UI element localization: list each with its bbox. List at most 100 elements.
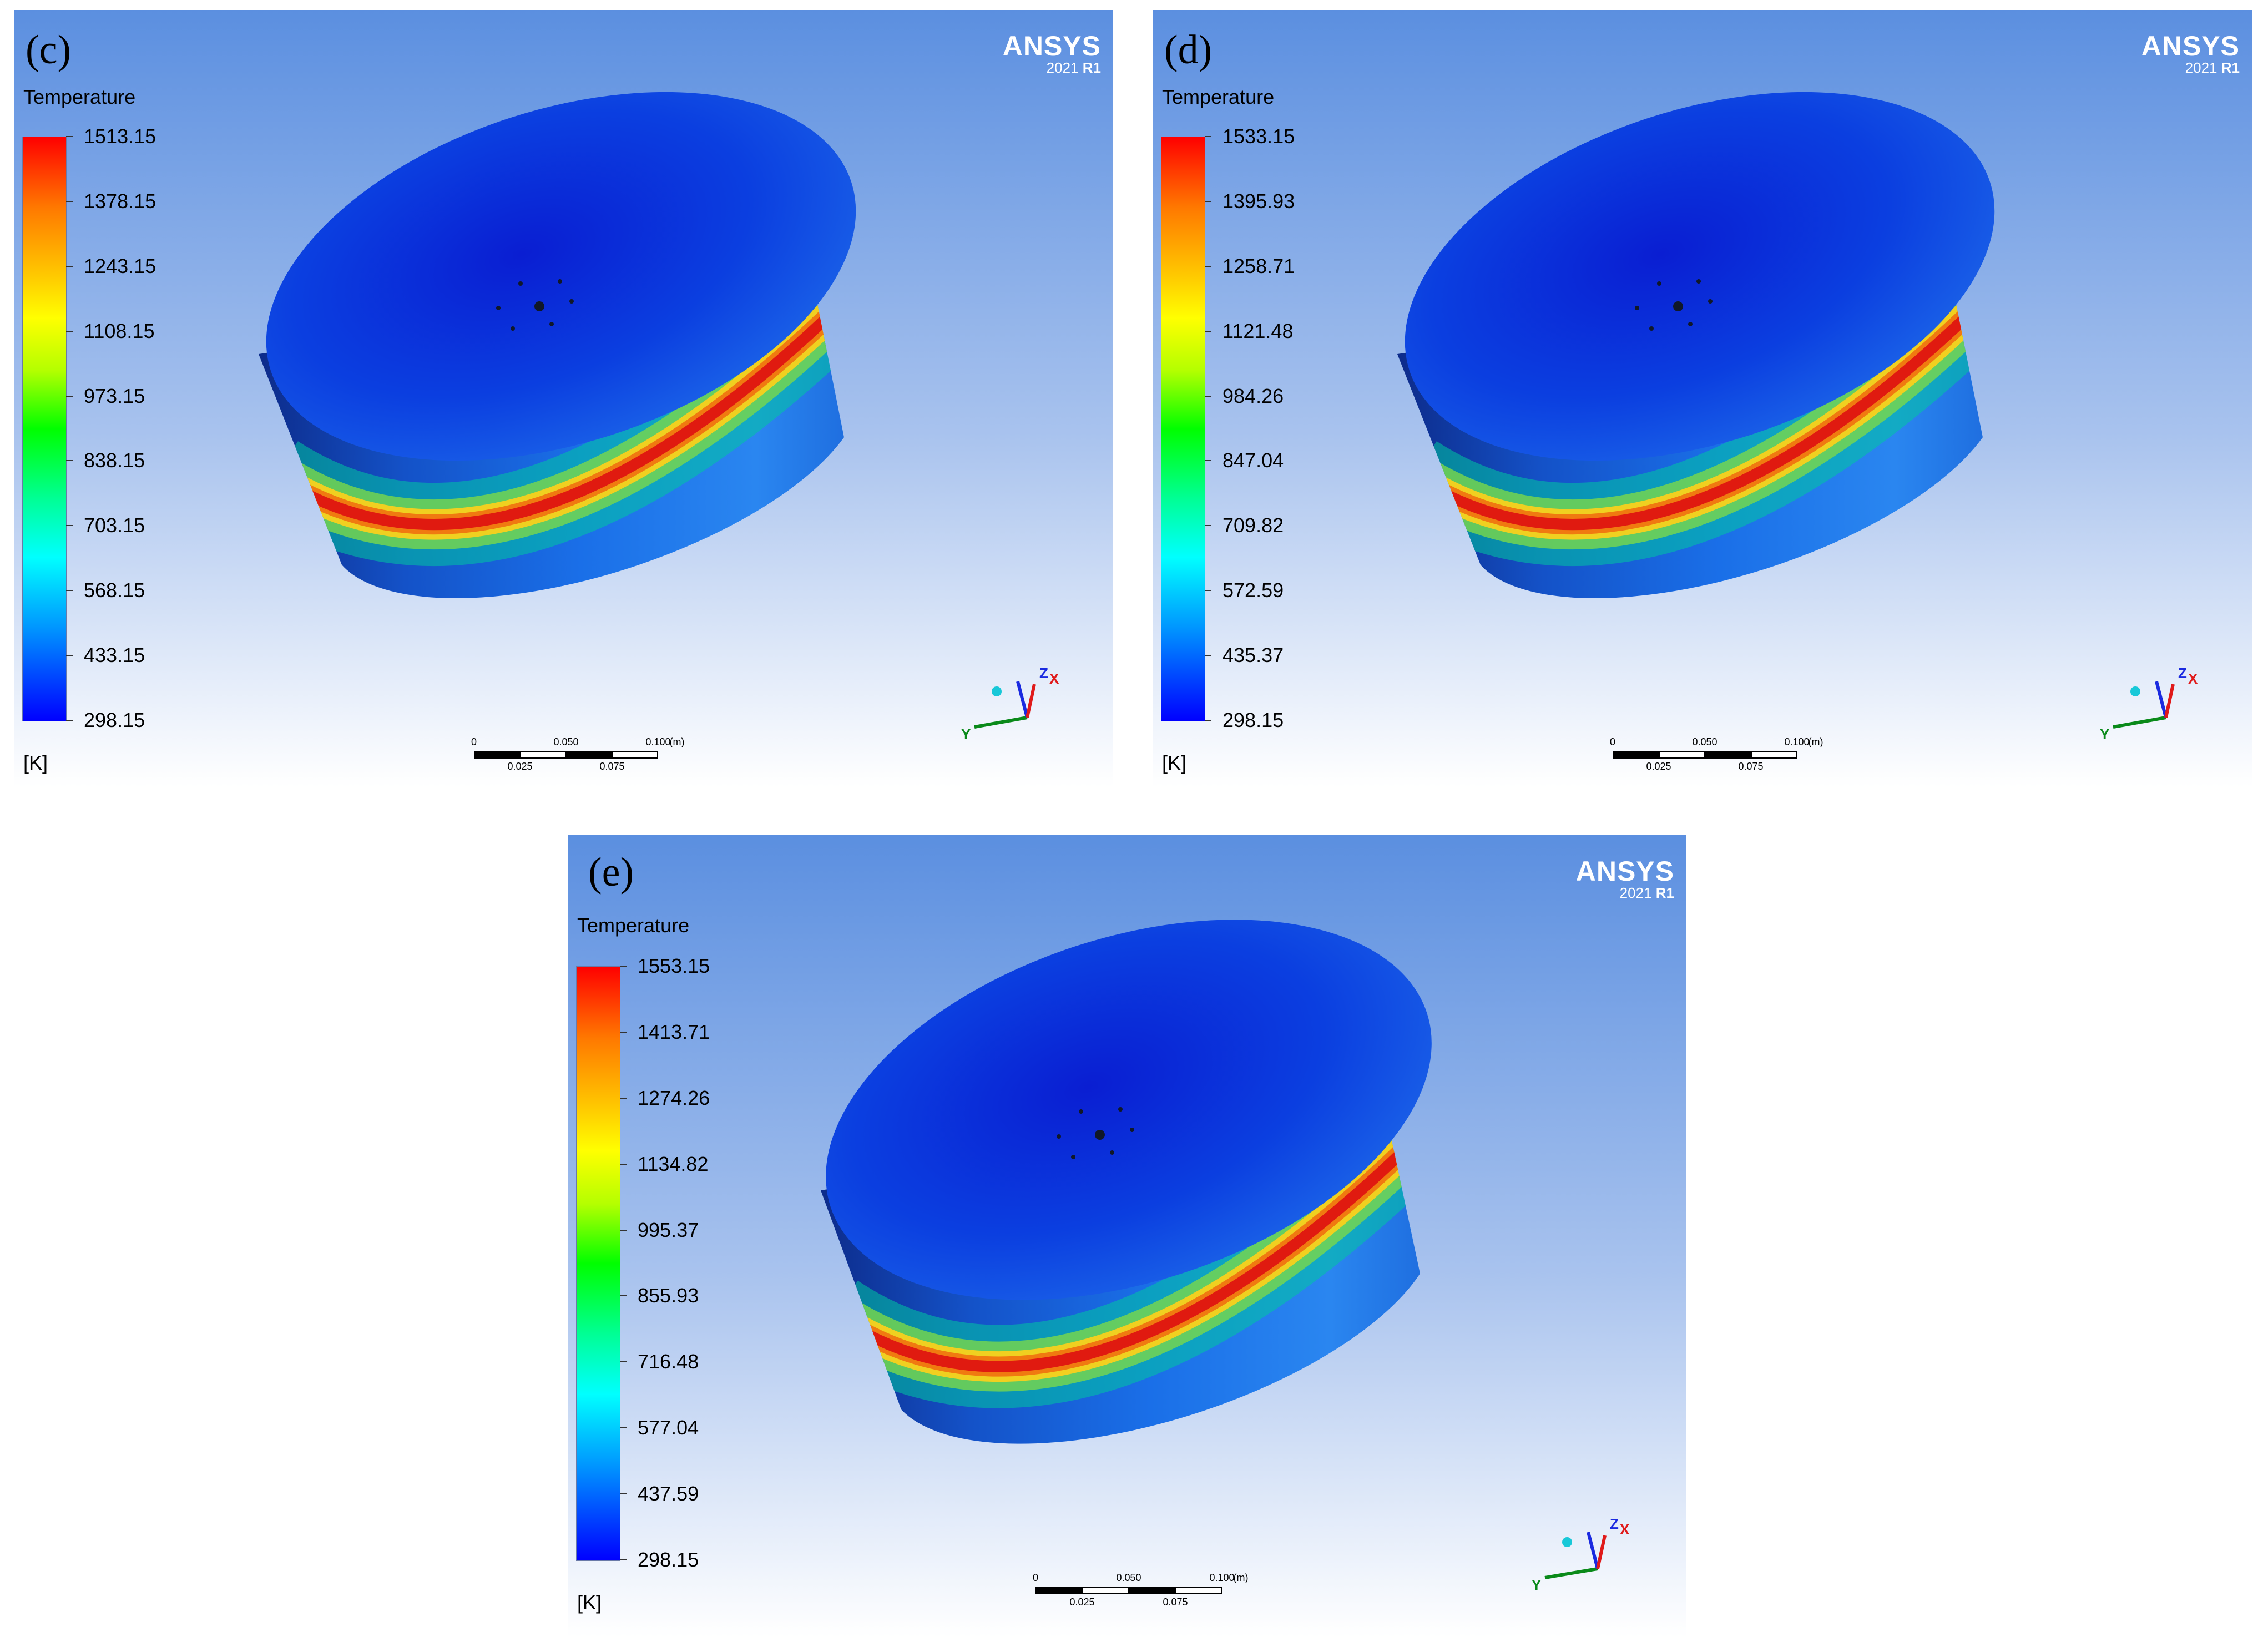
colorbar-tick-mark xyxy=(66,136,73,137)
colorbar-tick-label: 855.93 xyxy=(638,1284,699,1307)
colorbar-tick-mark xyxy=(1205,265,1211,267)
scale-bar-segment xyxy=(566,751,612,759)
axis-triad xyxy=(2113,681,2175,729)
colorbar-tick-mark xyxy=(620,1097,627,1099)
colorbar-tick-label: 716.48 xyxy=(638,1350,699,1373)
colorbar-tick-mark xyxy=(66,395,73,397)
colorbar-tick-mark xyxy=(620,1493,627,1495)
colorbar-tick-label: 437.59 xyxy=(638,1482,699,1506)
colorbar-tick-mark xyxy=(620,1229,627,1231)
scale-bar-label: 0.075 xyxy=(1163,1597,1188,1608)
axis-y-label: Y xyxy=(1532,1577,1542,1593)
cylinder-render xyxy=(568,835,1686,1637)
colorbar-tick-label: 433.15 xyxy=(84,644,145,667)
panel-label: (d) xyxy=(1164,27,1213,73)
scale-bar-label: 0 xyxy=(471,736,477,747)
logo-release: R1 xyxy=(2221,59,2240,76)
axis-x-label: X xyxy=(1620,1521,1630,1538)
legend-title: Temperature xyxy=(23,85,136,108)
colorbar-tick-label: 1395.93 xyxy=(1223,189,1295,213)
colorbar-tick-mark xyxy=(620,1559,627,1560)
cylinder-render xyxy=(1153,10,2252,787)
temperature-colorbar xyxy=(1161,137,1205,721)
colorbar-tick-label: 703.15 xyxy=(84,514,145,537)
legend-title: Temperature xyxy=(577,914,690,937)
scale-bar-label: 0.050 xyxy=(553,736,579,747)
colorbar-tick-label: 577.04 xyxy=(638,1416,699,1439)
panel-label: (c) xyxy=(26,27,72,73)
colorbar-tick-mark xyxy=(620,1427,627,1429)
colorbar-tick-mark xyxy=(66,720,73,721)
ansys-logo: ANSYS 2021 R1 xyxy=(1576,857,1674,901)
scale-bar-label: (m) xyxy=(1233,1572,1249,1583)
scale-bar-label: 0.100 xyxy=(645,736,671,747)
colorbar-tick-label: 709.82 xyxy=(1223,514,1284,537)
scale-bar-segment xyxy=(1705,751,1751,759)
colorbar-tick-mark xyxy=(66,525,73,527)
colorbar-tick-mark xyxy=(1205,200,1211,202)
axis-x-label: X xyxy=(2188,670,2198,687)
legend-title: Temperature xyxy=(1162,85,1275,108)
colorbar-tick-mark xyxy=(1205,460,1211,462)
scale-bar-label: (m) xyxy=(669,736,685,747)
scale-bar-label: 0.075 xyxy=(1738,761,1764,772)
temperature-colorbar xyxy=(22,137,67,721)
colorbar-tick-mark xyxy=(66,655,73,656)
scale-bar-label: 0 xyxy=(1609,736,1616,747)
scale-bar-label: 0.075 xyxy=(599,761,625,772)
axis-z-label: Z xyxy=(2178,665,2187,681)
axis-triad xyxy=(1544,1532,1607,1579)
colorbar-tick-label: 1413.71 xyxy=(638,1020,710,1043)
contour-panel-c: (c) Temperature ANSYS 2021 R1 [K] Z X Y … xyxy=(14,10,1113,787)
scale-bar-segment xyxy=(1035,1587,1082,1594)
unit-label: [K] xyxy=(1162,751,1187,774)
colorbar-tick-label: 1243.15 xyxy=(84,254,156,277)
scale-bar-label: 0.025 xyxy=(507,761,533,772)
colorbar-tick-mark xyxy=(66,590,73,592)
scale-bar-segment xyxy=(1129,1587,1175,1594)
ansys-logo: ANSYS 2021 R1 xyxy=(1003,32,1101,76)
colorbar-tick-label: 298.15 xyxy=(84,709,145,731)
scale-bar-segment xyxy=(1613,751,1659,759)
colorbar-tick-label: 1274.26 xyxy=(638,1086,710,1109)
axis-z-label: Z xyxy=(1039,665,1048,681)
ansys-logo: ANSYS 2021 R1 xyxy=(2141,32,2240,76)
scale-bar-segment xyxy=(520,751,566,759)
logo-version: 2021 xyxy=(2185,59,2217,76)
unit-label: [K] xyxy=(577,1591,602,1614)
scale-bar-label: 0.050 xyxy=(1116,1572,1141,1583)
scale-bar-label: 0.025 xyxy=(1646,761,1671,772)
scale-bar-segment xyxy=(1082,1587,1129,1594)
colorbar-tick-mark xyxy=(66,200,73,202)
scale-bar-segment xyxy=(1175,1587,1222,1594)
colorbar-tick-label: 984.26 xyxy=(1223,384,1284,407)
colorbar-tick-label: 973.15 xyxy=(84,384,145,407)
logo-version: 2021 xyxy=(1619,885,1652,901)
scale-bar-label: 0 xyxy=(1032,1572,1039,1583)
contour-panel-e: (e) Temperature ANSYS 2021 R1 [K] Z X Y … xyxy=(568,835,1686,1637)
colorbar-tick-mark xyxy=(620,1163,627,1165)
temperature-colorbar xyxy=(576,966,620,1561)
colorbar-tick-label: 572.59 xyxy=(1223,579,1284,602)
cylinder-render xyxy=(14,10,1113,787)
scale-bar-segment xyxy=(612,751,658,759)
axis-x-label: X xyxy=(1049,670,1059,687)
logo-brand: ANSYS xyxy=(1002,31,1101,62)
colorbar-tick-mark xyxy=(66,460,73,462)
colorbar-tick-label: 298.15 xyxy=(1223,709,1284,731)
colorbar-tick-label: 847.04 xyxy=(1223,449,1284,472)
panel-label: (e) xyxy=(588,850,634,895)
logo-version: 2021 xyxy=(1046,59,1079,76)
scale-bar-label: 0.100 xyxy=(1209,1572,1235,1583)
colorbar-tick-label: 838.15 xyxy=(84,449,145,472)
scale-bar-segment xyxy=(1751,751,1797,759)
scale-bar-segment xyxy=(1659,751,1705,759)
scale-bar-label: 0.025 xyxy=(1069,1597,1095,1608)
contour-panel-d: (d) Temperature ANSYS 2021 R1 [K] Z X Y … xyxy=(1153,10,2252,787)
axis-triad xyxy=(974,681,1036,729)
colorbar-tick-label: 1378.15 xyxy=(84,189,156,213)
logo-release: R1 xyxy=(1655,885,1674,901)
colorbar-tick-label: 1533.15 xyxy=(1223,125,1295,148)
unit-label: [K] xyxy=(23,751,48,774)
colorbar-tick-mark xyxy=(1205,330,1211,332)
